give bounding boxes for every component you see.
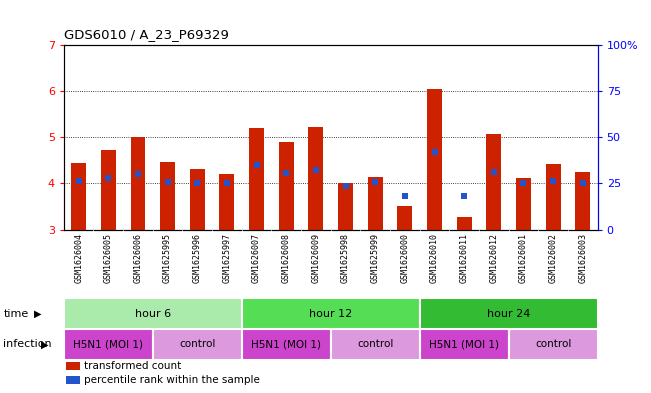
Bar: [249, 128, 264, 230]
Text: H5N1 (MOI 1): H5N1 (MOI 1): [74, 339, 143, 349]
Text: GSM1625998: GSM1625998: [341, 233, 350, 283]
Bar: [71, 163, 86, 230]
Text: hour 24: hour 24: [487, 309, 531, 319]
Bar: [130, 137, 145, 230]
Text: control: control: [535, 339, 572, 349]
Bar: [279, 142, 294, 230]
Text: GSM1626006: GSM1626006: [133, 233, 143, 283]
Bar: [64, 329, 153, 360]
Text: infection: infection: [3, 339, 52, 349]
Text: GSM1626002: GSM1626002: [549, 233, 558, 283]
Bar: [66, 376, 80, 384]
Text: GSM1626008: GSM1626008: [282, 233, 291, 283]
Text: control: control: [179, 339, 215, 349]
Bar: [397, 206, 412, 230]
Bar: [101, 150, 116, 230]
Text: GSM1626011: GSM1626011: [460, 233, 469, 283]
Text: GSM1626005: GSM1626005: [104, 233, 113, 283]
Bar: [64, 298, 242, 329]
Text: ▶: ▶: [34, 309, 42, 319]
Text: transformed count: transformed count: [84, 361, 182, 371]
Bar: [338, 184, 353, 230]
Bar: [508, 329, 598, 360]
Bar: [219, 174, 234, 230]
Text: H5N1 (MOI 1): H5N1 (MOI 1): [429, 339, 499, 349]
Bar: [457, 217, 471, 230]
Text: hour 6: hour 6: [135, 309, 171, 319]
Bar: [420, 298, 598, 329]
Text: GSM1626000: GSM1626000: [400, 233, 409, 283]
Text: GSM1626010: GSM1626010: [430, 233, 439, 283]
Text: GSM1626009: GSM1626009: [311, 233, 320, 283]
Text: GDS6010 / A_23_P69329: GDS6010 / A_23_P69329: [64, 28, 229, 41]
Bar: [516, 178, 531, 230]
Bar: [331, 329, 420, 360]
Bar: [368, 178, 383, 230]
Text: time: time: [3, 309, 29, 319]
Bar: [190, 169, 204, 230]
Bar: [420, 329, 508, 360]
Text: GSM1626012: GSM1626012: [490, 233, 498, 283]
Bar: [575, 172, 590, 230]
Text: GSM1625999: GSM1625999: [370, 233, 380, 283]
Text: ▶: ▶: [41, 339, 49, 349]
Bar: [546, 164, 561, 230]
Bar: [486, 134, 501, 230]
Bar: [242, 329, 331, 360]
Text: GSM1625997: GSM1625997: [223, 233, 231, 283]
Text: GSM1626001: GSM1626001: [519, 233, 528, 283]
Text: GSM1626004: GSM1626004: [74, 233, 83, 283]
Text: hour 12: hour 12: [309, 309, 352, 319]
Text: GSM1626003: GSM1626003: [578, 233, 587, 283]
Bar: [309, 127, 324, 230]
Bar: [153, 329, 242, 360]
Text: H5N1 (MOI 1): H5N1 (MOI 1): [251, 339, 321, 349]
Text: GSM1626007: GSM1626007: [252, 233, 261, 283]
Bar: [242, 298, 420, 329]
Bar: [66, 362, 80, 370]
Text: percentile rank within the sample: percentile rank within the sample: [84, 375, 260, 385]
Text: control: control: [357, 339, 393, 349]
Bar: [160, 162, 175, 230]
Text: GSM1625996: GSM1625996: [193, 233, 202, 283]
Bar: [427, 88, 442, 230]
Text: GSM1625995: GSM1625995: [163, 233, 172, 283]
